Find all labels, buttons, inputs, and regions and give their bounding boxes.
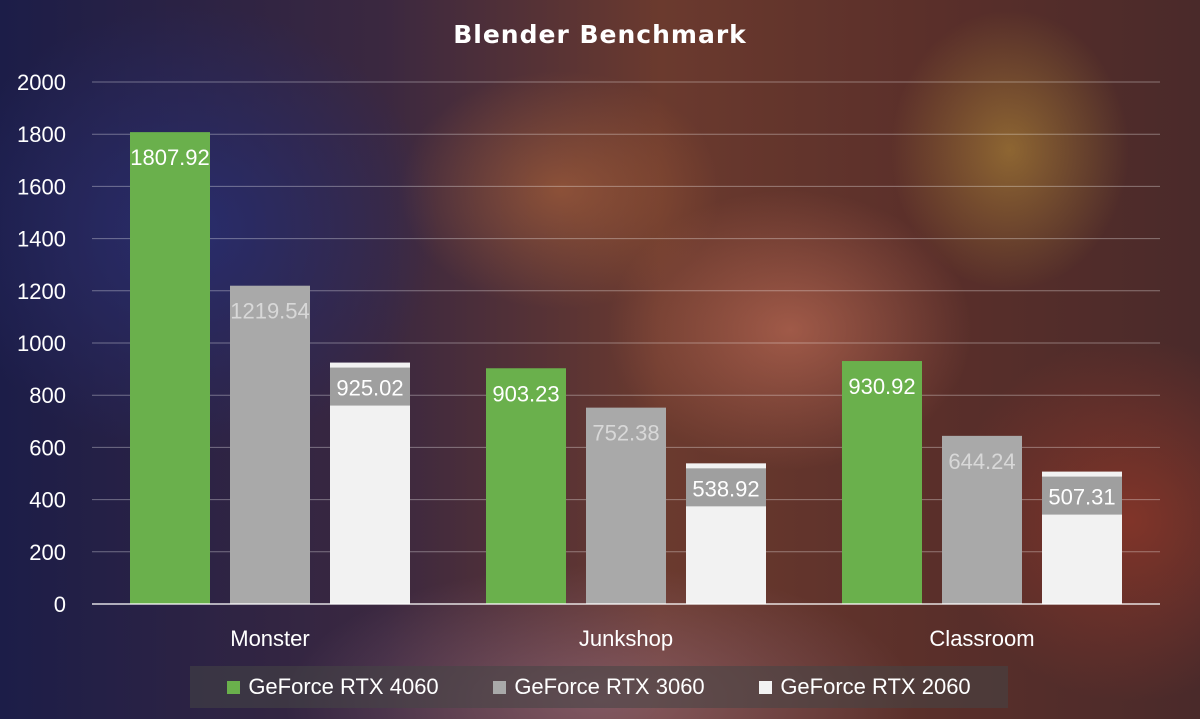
bar (586, 407, 666, 604)
data-label-background (330, 367, 410, 406)
data-label: 1219.54 (230, 299, 310, 324)
chart-title: Blender Benchmark (453, 20, 747, 49)
y-tick-label: 2000 (17, 70, 66, 95)
y-tick-label: 1400 (17, 227, 66, 252)
bar (486, 368, 566, 604)
legend-item: GeForce RTX 4060 (227, 674, 439, 700)
data-label: 903.23 (492, 381, 559, 406)
y-axis: 0 200 400 600 800 1000 1200 1400 1600 1800 2000 (17, 70, 66, 617)
legend-item: GeForce RTX 2060 (759, 674, 971, 700)
y-tick-label: 800 (29, 383, 66, 408)
legend-swatch (493, 680, 507, 694)
data-label: 507.31 (1048, 485, 1115, 510)
bars: 1807.92 1219.54 925.02 903.23 752.38 538.92 93… (130, 132, 1122, 604)
x-tick-label: Classroom (929, 626, 1034, 651)
bar (842, 361, 922, 604)
y-tick-label: 1200 (17, 279, 66, 304)
y-tick-label: 200 (29, 540, 66, 565)
data-label: 930.92 (848, 374, 915, 399)
x-tick-label: Junkshop (579, 626, 673, 651)
data-label-background (686, 468, 766, 507)
data-label: 925.02 (336, 376, 403, 401)
data-label: 752.38 (592, 421, 659, 446)
legend-label: GeForce RTX 2060 (780, 674, 971, 699)
data-label: 538.92 (692, 476, 759, 501)
legend-label: GeForce RTX 4060 (248, 674, 439, 699)
legend: GeForce RTX 4060 GeForce RTX 3060 GeForce … (190, 666, 1008, 708)
y-tick-label: 600 (29, 435, 66, 460)
legend-label: GeForce RTX 3060 (514, 674, 705, 699)
bar (942, 435, 1022, 604)
y-tick-label: 0 (54, 592, 66, 617)
x-tick-label: Monster (230, 626, 309, 651)
y-tick-label: 400 (29, 488, 66, 513)
x-axis: Monster Junkshop Classroom (92, 603, 1160, 651)
bar (130, 132, 210, 604)
data-label: 1807.92 (130, 145, 210, 170)
bar (230, 285, 310, 604)
data-label-background (1042, 476, 1122, 515)
y-tick-label: 1600 (17, 174, 66, 199)
legend-swatch (227, 680, 241, 694)
legend-swatch (759, 680, 773, 694)
legend-item: GeForce RTX 3060 (493, 674, 705, 700)
y-tick-label: 1800 (17, 122, 66, 147)
y-tick-label: 1000 (17, 331, 66, 356)
data-label: 644.24 (948, 449, 1015, 474)
